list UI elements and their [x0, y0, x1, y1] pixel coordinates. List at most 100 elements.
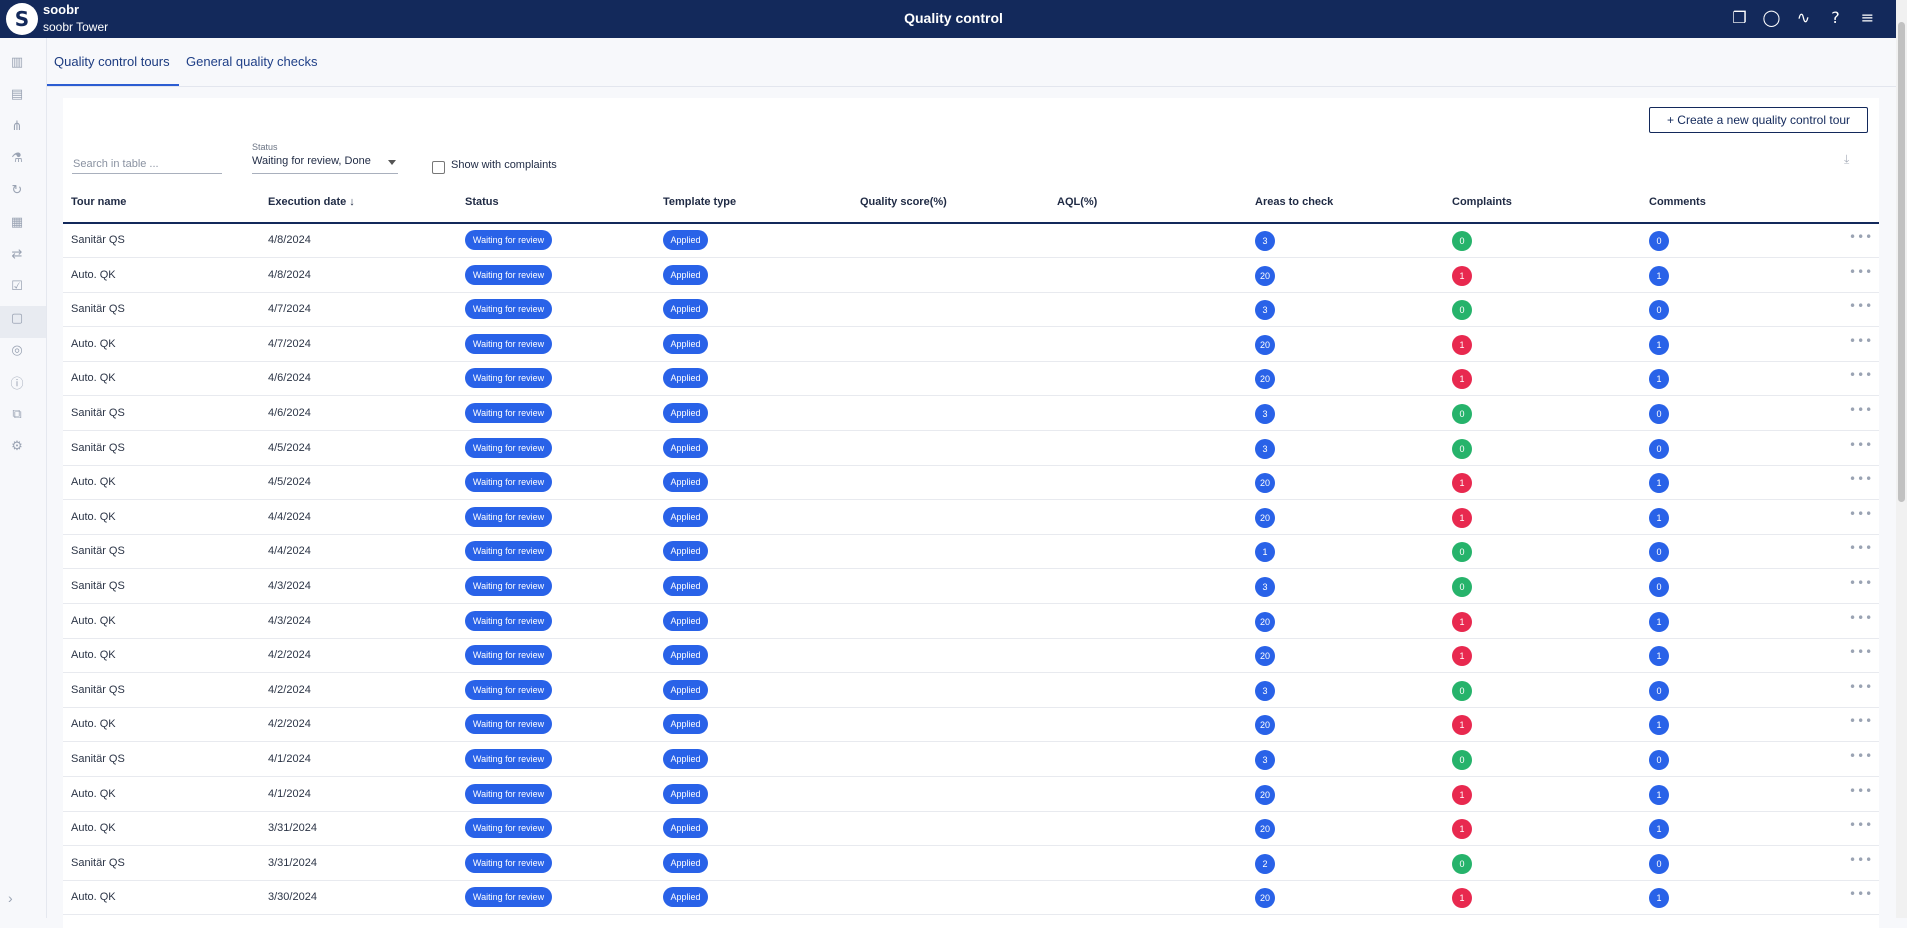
- transfer-icon[interactable]: ⇄: [11, 246, 23, 262]
- table-row[interactable]: Auto. QK 4/4/2024 Waiting for review Applie…: [63, 499, 1879, 535]
- more-options-icon[interactable]: •••: [1849, 852, 1874, 867]
- flask-icon[interactable]: ⚗: [11, 150, 23, 166]
- table-row[interactable]: Sanitär QS 4/5/2024 Waiting for review Appl…: [63, 430, 1879, 466]
- activity-icon[interactable]: ∿: [1796, 8, 1811, 27]
- more-options-icon[interactable]: •••: [1849, 333, 1874, 348]
- col-quality-score[interactable]: Quality score(%): [860, 196, 947, 208]
- table-row[interactable]: Auto. QK 4/8/2024 Waiting for review Applie…: [63, 257, 1879, 293]
- more-options-icon[interactable]: •••: [1849, 368, 1874, 383]
- comments-count-badge: 0: [1649, 231, 1669, 251]
- col-template-type[interactable]: Template type: [663, 196, 737, 208]
- more-options-icon[interactable]: •••: [1849, 541, 1874, 556]
- more-options-icon[interactable]: •••: [1849, 264, 1874, 279]
- table-row[interactable]: Auto. QK 4/2/2024 Waiting for review Applie…: [63, 706, 1879, 743]
- table-row[interactable]: Sanitär QS 4/8/2024 Waiting for review Appl…: [63, 222, 1879, 258]
- tab-bar: Quality control tours General quality ch…: [47, 38, 1897, 87]
- more-options-icon[interactable]: •••: [1849, 610, 1874, 625]
- more-options-icon[interactable]: •••: [1849, 679, 1874, 694]
- soobr-logo-icon[interactable]: S: [6, 3, 38, 35]
- search-input[interactable]: [72, 154, 222, 174]
- col-aql[interactable]: AQL(%): [1057, 196, 1098, 208]
- col-comments[interactable]: Comments: [1649, 196, 1706, 208]
- more-options-icon[interactable]: •••: [1849, 576, 1874, 590]
- scrollbar-thumb[interactable]: [1898, 22, 1905, 502]
- create-tour-button[interactable]: + Create a new quality control tour: [1649, 107, 1868, 133]
- template-badge: Applied: [663, 679, 708, 700]
- chevron-right-icon[interactable]: ›: [8, 890, 13, 906]
- more-options-icon[interactable]: •••: [1849, 437, 1874, 452]
- more-options-icon[interactable]: •••: [1849, 506, 1874, 521]
- page-scrollbar[interactable]: [1896, 0, 1907, 918]
- translate-icon[interactable]: ⧉: [12, 406, 22, 422]
- tour-name: Auto. QK: [71, 649, 116, 662]
- col-execution-date[interactable]: Execution date ↓: [268, 196, 355, 208]
- table-row[interactable]: Auto. QK 4/3/2024 Waiting for review Applie…: [63, 603, 1879, 639]
- quality-icon[interactable]: ☑: [11, 278, 23, 294]
- sidebar-active-highlight: [0, 306, 46, 338]
- calendar-icon[interactable]: ▦: [10, 214, 24, 230]
- settings-icon[interactable]: ⚙: [11, 438, 23, 454]
- tenant-name[interactable]: soobr Tower: [43, 20, 109, 34]
- more-options-icon[interactable]: •••: [1849, 714, 1874, 729]
- info-icon[interactable]: ⓘ: [10, 376, 24, 392]
- tab-general-quality-checks[interactable]: General quality checks: [186, 54, 318, 69]
- status-filter-select[interactable]: Waiting for review, Done: [252, 155, 398, 174]
- more-options-icon[interactable]: •••: [1849, 472, 1874, 487]
- book-icon[interactable]: ▢: [10, 310, 24, 326]
- active-tab-indicator: [47, 84, 179, 86]
- report-icon[interactable]: ▤: [10, 86, 24, 102]
- menu-icon[interactable]: ≡: [1860, 8, 1875, 27]
- more-options-icon[interactable]: •••: [1849, 299, 1874, 314]
- template-badge: Applied: [663, 541, 708, 562]
- table-row[interactable]: Sanitär QS 3/31/2024 Waiting for review App…: [63, 845, 1879, 881]
- col-tour-name[interactable]: Tour name: [71, 196, 127, 208]
- tour-name: Auto. QK: [71, 372, 116, 385]
- status-badge: Waiting for review: [465, 541, 552, 562]
- comments-count-badge: 1: [1649, 611, 1669, 632]
- status-badge: Waiting for review: [465, 610, 552, 631]
- table-row[interactable]: Auto. QK 4/2/2024 Waiting for review Applie…: [63, 637, 1879, 674]
- more-options-icon[interactable]: •••: [1849, 783, 1874, 798]
- download-icon[interactable]: ⤓: [1844, 152, 1850, 166]
- table-row[interactable]: Auto. QK 4/5/2024 Waiting for review Applie…: [63, 464, 1879, 501]
- copy-icon[interactable]: ❐: [1732, 8, 1747, 27]
- table-row[interactable]: Auto. QK 3/31/2024 Waiting for review Appli…: [63, 810, 1879, 847]
- col-status[interactable]: Status: [465, 196, 499, 208]
- table-row[interactable]: Auto. QK 4/6/2024 Waiting for review Applie…: [63, 360, 1879, 397]
- more-options-icon[interactable]: •••: [1849, 645, 1874, 660]
- help-icon[interactable]: ?: [1831, 8, 1840, 27]
- col-complaints[interactable]: Complaints: [1452, 196, 1512, 208]
- table-row[interactable]: Auto. QK 4/7/2024 Waiting for review Applie…: [63, 326, 1879, 362]
- target-icon[interactable]: ◎: [11, 342, 23, 358]
- sync-icon[interactable]: ↻: [11, 182, 23, 198]
- show-complaints-checkbox[interactable]: [432, 161, 445, 174]
- more-options-icon[interactable]: •••: [1849, 887, 1874, 902]
- template-badge: Applied: [663, 783, 708, 804]
- table-row[interactable]: Sanitär QS 4/2/2024 Waiting for review Appl…: [63, 672, 1879, 708]
- table-row[interactable]: Sanitär QS 4/4/2024 Waiting for review Appl…: [63, 533, 1879, 570]
- tab-quality-control-tours[interactable]: Quality control tours: [54, 54, 170, 69]
- bar-chart-icon[interactable]: ▥: [10, 54, 24, 70]
- areas-count-badge: 3: [1255, 300, 1275, 321]
- table-row[interactable]: Sanitär QS 4/7/2024 Waiting for review Appl…: [63, 291, 1879, 328]
- more-options-icon[interactable]: •••: [1849, 403, 1874, 417]
- template-badge: Applied: [663, 299, 708, 320]
- show-complaints-label[interactable]: Show with complaints: [451, 159, 557, 171]
- areas-count-badge: 3: [1255, 404, 1275, 424]
- table-row[interactable]: Auto. QK 4/1/2024 Waiting for review Applie…: [63, 776, 1879, 812]
- status-badge: Waiting for review: [465, 852, 552, 873]
- table-row[interactable]: Auto. QK 3/30/2024 Waiting for review Appli…: [63, 879, 1879, 916]
- col-areas-to-check[interactable]: Areas to check: [1255, 196, 1334, 208]
- table-row[interactable]: Sanitär QS 4/6/2024 Waiting for review Appl…: [63, 395, 1879, 431]
- complaints-count-badge: 0: [1452, 750, 1472, 770]
- more-options-icon[interactable]: •••: [1849, 749, 1874, 763]
- chat-icon[interactable]: ◯: [1762, 8, 1781, 27]
- hierarchy-icon[interactable]: ⋔: [11, 118, 23, 134]
- more-options-icon[interactable]: •••: [1849, 230, 1874, 244]
- tour-name: Auto. QK: [71, 268, 116, 281]
- more-options-icon[interactable]: •••: [1849, 818, 1874, 833]
- tour-name: Sanitär QS: [71, 683, 125, 696]
- table-row[interactable]: Sanitär QS 4/3/2024 Waiting for review Appl…: [63, 568, 1879, 604]
- table-row[interactable]: Sanitär QS 4/1/2024 Waiting for review Appl…: [63, 741, 1879, 777]
- areas-count-badge: 3: [1255, 231, 1275, 251]
